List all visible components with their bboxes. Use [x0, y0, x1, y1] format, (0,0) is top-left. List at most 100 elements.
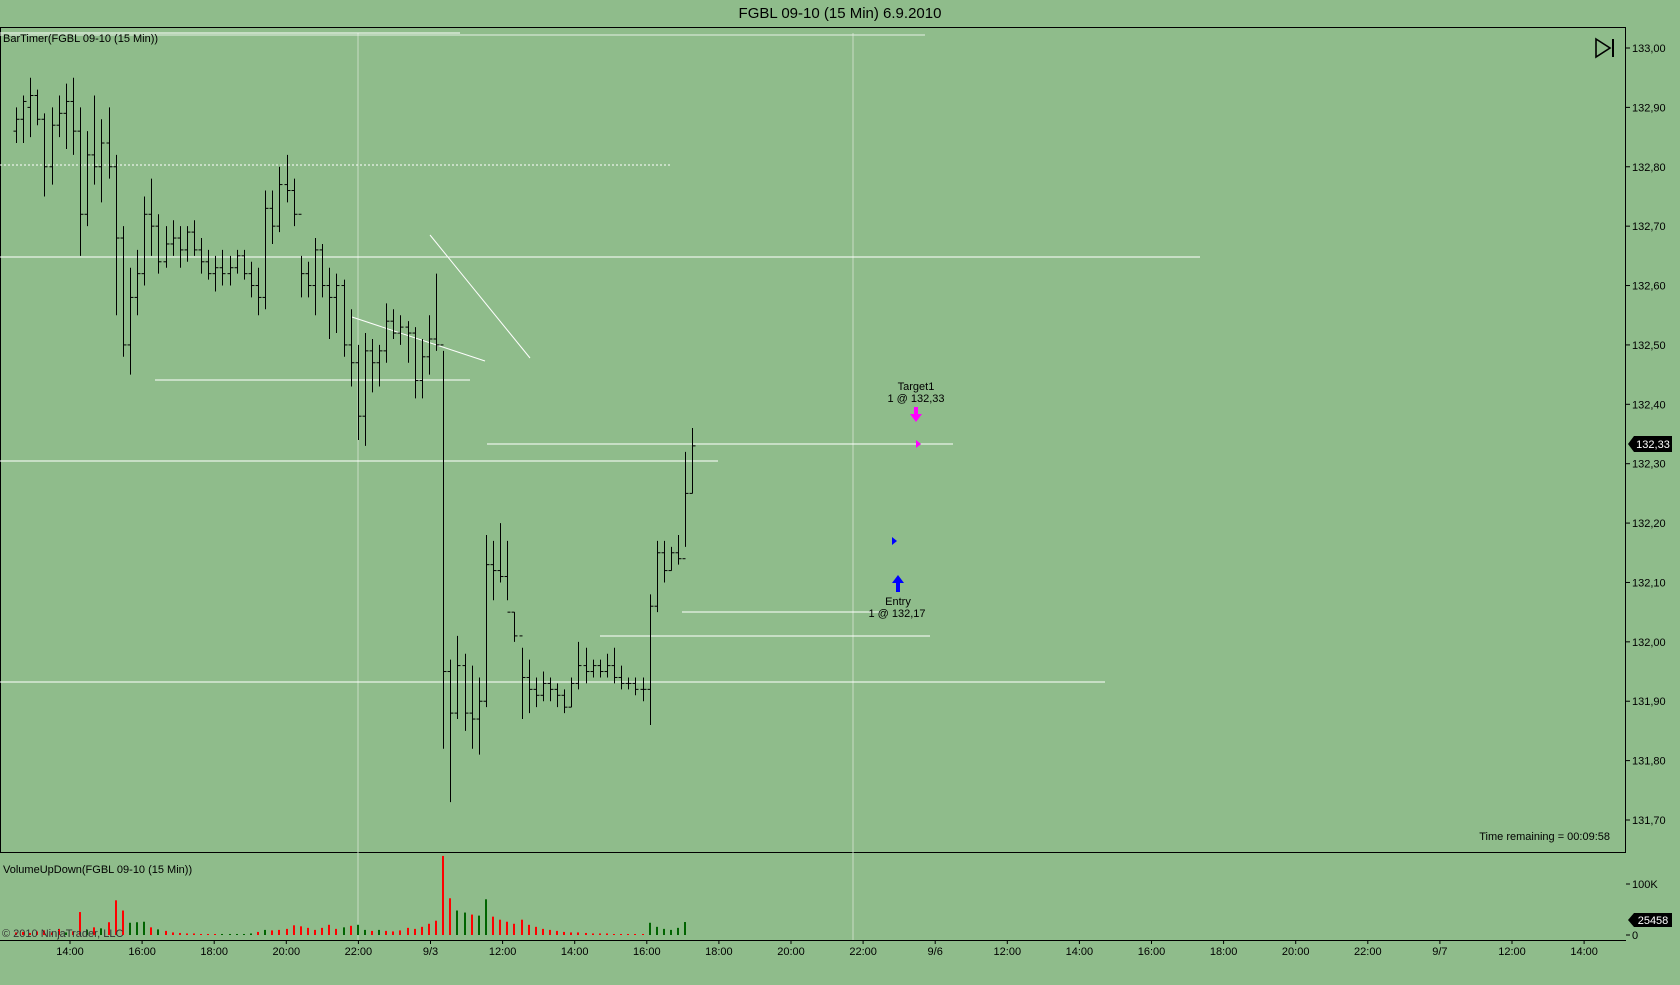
skip-forward-icon[interactable]: [1594, 36, 1618, 60]
ohlc-bar: [248, 261, 255, 298]
price-tick-label: 132,40: [1632, 399, 1666, 411]
ohlc-bar: [333, 273, 340, 334]
volume-bar: [585, 932, 587, 935]
time-tick-label: 14:00: [1066, 946, 1094, 958]
ohlc-bar: [689, 428, 696, 494]
ohlc-bar: [120, 226, 127, 357]
ohlc-bar: [34, 89, 41, 126]
ohlc-bar: [526, 659, 533, 714]
time-tick-label: 22:00: [1354, 946, 1382, 958]
ohlc-bar: [312, 238, 319, 316]
time-tick-label: 14:00: [56, 946, 84, 958]
volume-bar: [236, 933, 238, 935]
volume-bar: [15, 932, 17, 935]
volume-bar: [186, 933, 188, 935]
time-tick-label: 20:00: [777, 946, 805, 958]
volume-bar: [613, 933, 615, 935]
volume-bar: [51, 932, 53, 935]
entry-fill-marker: [892, 537, 897, 545]
price-tick-label: 132,60: [1632, 281, 1666, 293]
time-tick-label: 14:00: [1570, 946, 1598, 958]
volume-bar: [43, 930, 45, 935]
price-tick-label: 132,50: [1632, 340, 1666, 352]
time-tick-label: 18:00: [705, 946, 733, 958]
volume-bar: [642, 933, 644, 935]
volume-bar: [335, 928, 337, 935]
volume-bar: [165, 930, 167, 935]
ohlc-bar: [568, 677, 575, 708]
ohlc-bar: [70, 77, 77, 155]
ohlc-bar: [276, 166, 283, 233]
volume-bar: [556, 930, 558, 935]
svg-text:132,33: 132,33: [1636, 439, 1670, 451]
volume-bar: [22, 931, 24, 935]
ohlc-bar: [341, 279, 348, 357]
ohlc-bar: [575, 641, 582, 690]
ohlc-bar: [63, 83, 70, 149]
ohlc-bar: [284, 154, 291, 203]
ohlc-bar: [540, 671, 547, 702]
ohlc-bar: [262, 190, 269, 310]
window-title: FGBL 09-10 (15 Min) 6.9.2010: [738, 5, 942, 22]
volume-bar: [620, 933, 622, 935]
ohlc-bar: [433, 273, 440, 351]
ohlc-bar: [397, 315, 404, 345]
time-tick-label: 18:00: [200, 946, 228, 958]
ohlc-bar: [20, 95, 27, 144]
volume-bar: [485, 899, 487, 935]
ohlc-bar: [647, 594, 654, 725]
price-tick-label: 131,90: [1632, 696, 1666, 708]
ohlc-bar: [184, 226, 191, 262]
volume-bar: [357, 924, 359, 935]
volume-bar: [435, 920, 437, 935]
volume-bar: [150, 927, 152, 935]
ohlc-bar: [376, 344, 383, 387]
entry-detail-label: 1 @ 132,17: [868, 608, 925, 620]
ohlc-bar: [255, 267, 262, 316]
ohlc-bar: [483, 534, 490, 708]
price-tick-label: 132,00: [1632, 637, 1666, 649]
ohlc-bar: [219, 249, 226, 286]
volume-bar: [385, 930, 387, 935]
ohlc-bar: [668, 546, 675, 572]
svg-text:25458: 25458: [1638, 915, 1669, 927]
volume-bar: [29, 932, 31, 935]
up-arrow-icon[interactable]: [892, 575, 904, 592]
ohlc-bar: [348, 309, 355, 387]
volume-bar: [122, 910, 124, 935]
time-tick-label: 16:00: [633, 946, 661, 958]
volume-bar: [364, 929, 366, 935]
ohlc-bar: [511, 611, 518, 642]
ohlc-bar: [454, 635, 461, 720]
ohlc-bar: [682, 451, 689, 560]
ohlc-bar: [241, 249, 248, 280]
price-tick-label: 132,90: [1632, 102, 1666, 114]
ohlc-bar: [298, 213, 305, 298]
drawn-lines[interactable]: [0, 32, 1200, 683]
ohlc-bar: [134, 249, 141, 316]
ohlc-bar: [547, 677, 554, 702]
volume-bar: [36, 931, 38, 935]
ohlc-bar: [205, 249, 212, 280]
ohlc-bar: [56, 95, 63, 138]
volume-bar: [670, 929, 672, 935]
time-tick-label: 22:00: [345, 946, 373, 958]
target-fill-marker: [916, 440, 921, 448]
volume-bar: [250, 933, 252, 935]
ohlc-bar: [13, 107, 20, 144]
ohlc-bar: [469, 665, 476, 749]
volume-bar: [407, 927, 409, 935]
volume-bar: [72, 931, 74, 935]
ohlc-bar: [198, 238, 205, 274]
volume-bar: [592, 933, 594, 935]
down-arrow-icon[interactable]: [910, 407, 922, 422]
volume-bar: [492, 916, 494, 935]
volume-bar: [371, 930, 373, 935]
volume-bar: [428, 923, 430, 935]
ohlc-bar: [191, 220, 198, 256]
ohlc-bar: [654, 540, 661, 613]
ohlc-bar: [177, 226, 184, 268]
ohlc-bar: [305, 261, 312, 298]
ohlc-bar: [106, 107, 113, 179]
